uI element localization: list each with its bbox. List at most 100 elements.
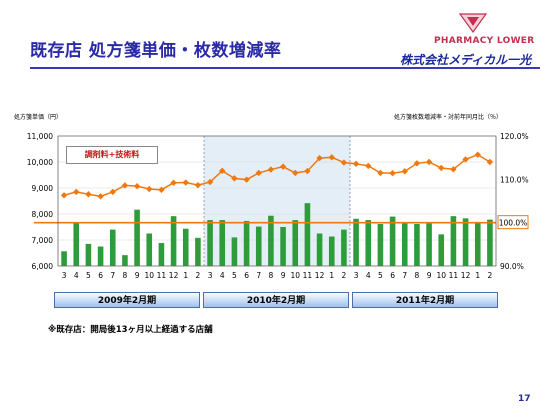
x-tick-label: 7	[110, 271, 115, 280]
line-point	[146, 185, 153, 193]
y-tick-label-left: 7,000	[32, 236, 54, 245]
y-tick-label-left: 9,000	[32, 184, 54, 193]
y-tick-label-right: 90.0%	[500, 262, 524, 271]
line-point	[97, 193, 104, 200]
page-title: 既存店 処方箋単価・枚数増減率	[30, 41, 282, 61]
line-point	[450, 166, 457, 173]
x-tick-label: 11	[449, 271, 459, 280]
line-point	[73, 188, 80, 196]
x-tick-label: 2	[342, 271, 347, 280]
bar	[219, 220, 226, 266]
bar	[438, 234, 445, 266]
bar	[268, 215, 274, 266]
x-tick-label: 4	[74, 271, 79, 280]
x-tick-label: 5	[86, 271, 91, 280]
y-axis-label-left: 処方箋単価（円）	[14, 114, 63, 121]
bar	[487, 219, 493, 266]
company-logo-icon	[458, 13, 488, 34]
x-tick-label: 5	[378, 271, 383, 280]
bar	[207, 220, 213, 266]
line-point	[85, 191, 92, 198]
bar	[61, 251, 67, 266]
x-tick-label: 4	[220, 271, 225, 280]
line-point	[438, 164, 445, 172]
x-tick-label: 12	[169, 271, 179, 280]
line-point	[219, 167, 226, 175]
line-point	[158, 186, 165, 194]
period-label-2009: 2009年2月期	[54, 292, 200, 308]
line-point	[462, 156, 469, 163]
line-point	[292, 169, 299, 177]
x-tick-label: 3	[208, 271, 213, 280]
x-tick-label: 8	[123, 271, 128, 280]
bar	[280, 227, 286, 266]
bar	[401, 223, 408, 266]
bar	[341, 229, 347, 266]
y-tick-label-right: 120.0%	[500, 132, 529, 141]
bar	[122, 255, 128, 266]
x-tick-label: 5	[232, 271, 237, 280]
bar	[328, 236, 335, 266]
line-point	[365, 162, 372, 170]
line-point	[389, 169, 396, 177]
y-tick-label-left: 11,000	[27, 132, 53, 141]
period-label-2011: 2011年2月期	[352, 292, 498, 308]
line-point	[121, 182, 129, 189]
line-point	[267, 166, 275, 173]
bar	[353, 218, 359, 266]
line-point	[279, 163, 287, 170]
x-tick-label: 10	[436, 271, 446, 280]
logo-company-name: 株式会社メディカル一光	[400, 53, 532, 67]
bar	[85, 243, 92, 266]
x-tick-label: 1	[329, 271, 334, 280]
bar	[377, 223, 384, 266]
x-tick-label: 8	[269, 271, 274, 280]
x-tick-label: 12	[461, 271, 471, 280]
x-tick-label: 6	[390, 271, 395, 280]
x-tick-label: 11	[157, 271, 167, 280]
y-tick-label-right: 110.0%	[500, 175, 529, 184]
line-point	[352, 160, 360, 168]
line-point	[304, 167, 311, 175]
line-point	[486, 158, 494, 166]
bar	[426, 223, 432, 266]
x-tick-label: 11	[303, 271, 313, 280]
title-divider	[30, 67, 540, 69]
page-number: 17	[518, 394, 531, 404]
x-tick-label: 7	[256, 271, 261, 280]
x-tick-label: 7	[402, 271, 407, 280]
line-point	[206, 178, 214, 186]
x-tick-label: 2	[196, 271, 201, 280]
bar	[292, 220, 299, 266]
period-label-2010: 2010年2月期	[203, 292, 349, 308]
x-tick-label: 3	[354, 271, 359, 280]
bar	[134, 209, 140, 266]
x-tick-label: 9	[135, 271, 140, 280]
x-tick-label: 6	[98, 271, 103, 280]
line-point	[377, 169, 384, 177]
bar	[304, 203, 311, 266]
bar	[170, 216, 177, 266]
line-point	[182, 179, 189, 186]
x-tick-label: 12	[315, 271, 325, 280]
x-tick-label: 10	[144, 271, 154, 280]
y-tick-label-left: 6,000	[32, 262, 54, 271]
bar	[389, 216, 396, 266]
x-tick-label: 9	[427, 271, 432, 280]
line-point	[340, 159, 348, 166]
bar	[365, 220, 372, 266]
bar	[195, 237, 201, 266]
bar	[414, 223, 420, 266]
y-tick-label-left: 8,000	[32, 210, 54, 219]
bar	[146, 233, 153, 266]
bar	[73, 223, 80, 266]
y-tick-label-left: 10,000	[27, 158, 53, 167]
line-point	[243, 176, 250, 183]
legend-box: 調剤料+技術料	[66, 146, 158, 164]
x-tick-label: 3	[62, 271, 67, 280]
line-point	[194, 181, 202, 189]
footnote: ※既存店：開局後13ヶ月以上経過する店舗	[48, 325, 213, 335]
line-point	[425, 158, 433, 166]
x-tick-label: 1	[475, 271, 480, 280]
